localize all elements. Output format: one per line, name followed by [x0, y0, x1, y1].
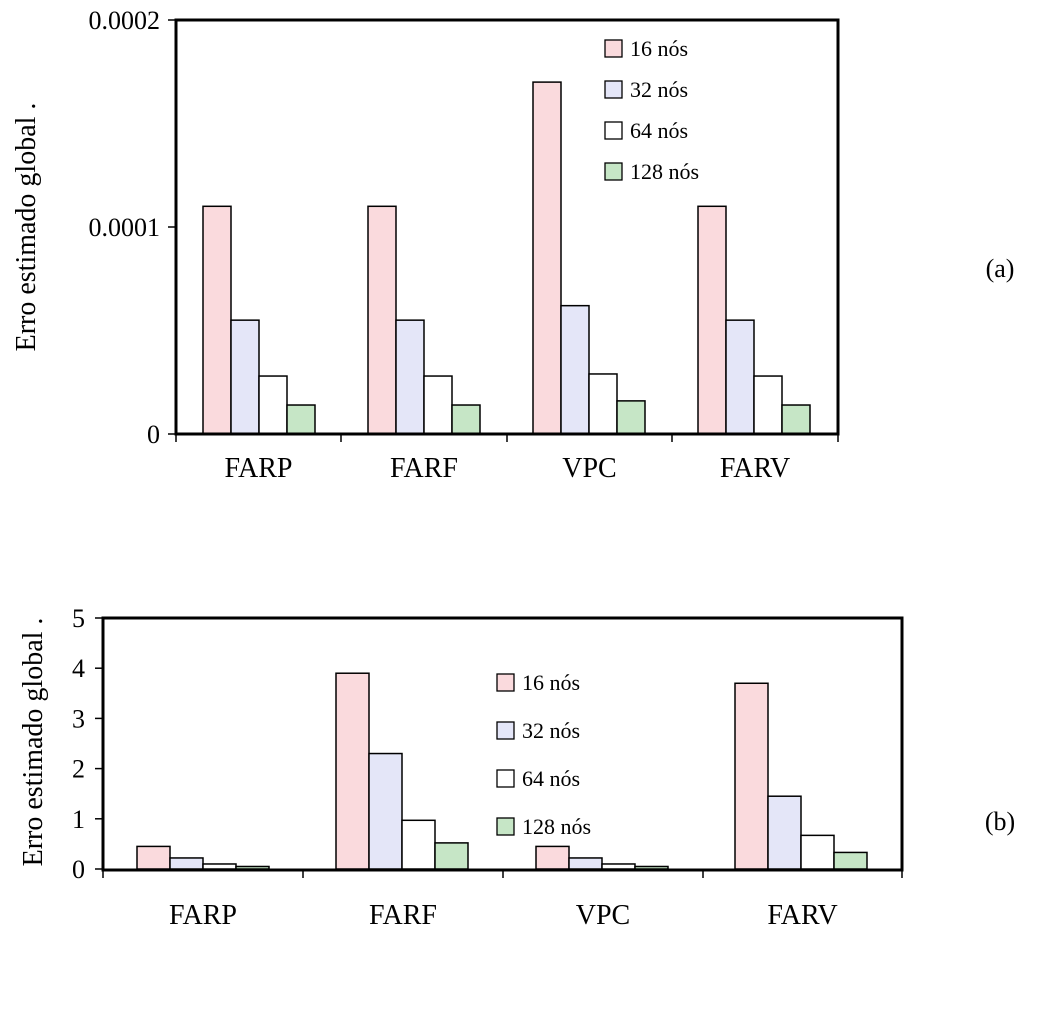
bar-farf-128 [434, 842, 469, 870]
y-tick-label: 3 [72, 704, 85, 733]
legend-label: 32 nós [630, 77, 688, 102]
bar-farp-64 [258, 375, 288, 435]
legend: 16 nós 32 nós 64 nós 128 nós [496, 670, 591, 839]
legend-label: 64 nós [630, 118, 688, 143]
bar-vpc-32 [568, 857, 603, 870]
y-tick-label: 1 [72, 805, 85, 834]
bar-vpc-16 [535, 845, 570, 870]
bar-farf-128 [451, 404, 481, 435]
bar-vpc-16 [532, 81, 562, 435]
legend-label: 16 nós [630, 36, 688, 61]
bar-farp-32 [230, 319, 260, 435]
bar-vpc-64 [601, 863, 636, 870]
y-tick-label: 0.0002 [89, 6, 161, 35]
category-label: FARF [390, 453, 458, 484]
bar-farf-32 [368, 752, 403, 870]
bar-farp-128 [286, 404, 316, 435]
category-label: VPC [562, 453, 616, 484]
y-tick-label: 2 [72, 755, 85, 784]
bar-farp-64 [202, 863, 237, 870]
bar-farv-16 [734, 682, 769, 870]
panel-label: (b) [985, 807, 1015, 836]
bar-farp-32 [169, 857, 204, 870]
chart-panel-b: 0 1 2 3 4 5 FARP FARF VPC FARV Erro estimado globa… [18, 604, 1015, 931]
legend-label: 16 nós [522, 670, 580, 695]
bar-farp-16 [202, 205, 232, 435]
y-axis-label: Erro estimado global . [18, 618, 49, 867]
bar-farf-64 [423, 375, 453, 435]
bar-farf-32 [395, 319, 425, 435]
y-tick-label: 5 [72, 604, 85, 633]
legend-label: 128 nós [630, 159, 699, 184]
panel-label: (a) [986, 254, 1015, 283]
y-tick-label: 4 [72, 654, 85, 683]
bar-farf-16 [335, 672, 370, 870]
bar-farv-32 [725, 319, 755, 435]
bar-farv-32 [767, 795, 802, 870]
bar-farv-64 [800, 834, 835, 870]
bar-farv-128 [781, 404, 811, 435]
y-tick-label: 0 [147, 420, 160, 449]
bar-vpc-128 [616, 400, 646, 435]
category-label: FARV [767, 900, 837, 931]
y-tick-label: 0 [72, 855, 85, 884]
y-tick-label: 0.0001 [89, 213, 161, 242]
legend-swatch [604, 80, 623, 99]
category-label: FARF [369, 900, 437, 931]
y-axis-label: Erro estimado global . [11, 103, 42, 352]
legend-label: 64 nós [522, 766, 580, 791]
legend-swatch [604, 121, 623, 140]
category-label: FARP [225, 453, 293, 484]
chart-panel-a: 0 0.0001 0.0002 FARP FARF VPC FARV Erro estimad… [11, 6, 1014, 484]
bar-farv-16 [697, 205, 727, 435]
legend-swatch [496, 673, 515, 692]
legend-swatch [604, 39, 623, 58]
bar-vpc-64 [588, 373, 618, 435]
bar-farf-64 [401, 819, 436, 870]
legend-label: 128 nós [522, 814, 591, 839]
bar-vpc-32 [560, 304, 590, 435]
category-label: FARP [169, 900, 237, 931]
bar-farv-64 [753, 375, 783, 435]
bar-farf-16 [367, 205, 397, 435]
legend-swatch [496, 769, 515, 788]
legend: 16 nós 32 nós 64 nós 128 nós [604, 36, 699, 184]
category-label: VPC [576, 900, 630, 931]
legend-label: 32 nós [522, 718, 580, 743]
legend-swatch [604, 162, 623, 181]
category-label: FARV [720, 453, 790, 484]
legend-swatch [496, 817, 515, 836]
bar-farv-128 [833, 851, 868, 870]
legend-swatch [496, 721, 515, 740]
bar-farp-16 [136, 845, 171, 870]
